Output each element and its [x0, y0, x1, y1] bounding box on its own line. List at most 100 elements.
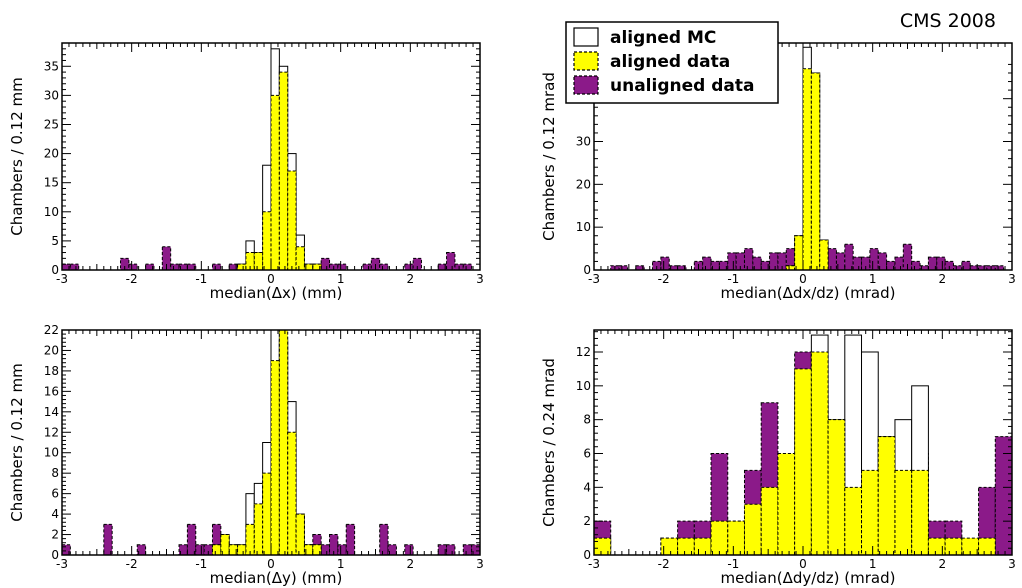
- aligned-data-bar: [794, 368, 812, 555]
- unaligned-data-bar: [994, 265, 1005, 270]
- unaligned-data-bar: [446, 252, 456, 270]
- y-tick-label: 20: [44, 343, 59, 357]
- unaligned-data-bar: [677, 265, 687, 270]
- unaligned-data-bar: [911, 260, 921, 270]
- y-tick-label: 2: [51, 528, 59, 542]
- x-tick-label: 2: [407, 557, 415, 571]
- y-tick-label: 6: [51, 487, 59, 501]
- unaligned-data-bar: [161, 246, 172, 270]
- aligned-data-bar: [253, 252, 264, 270]
- x-tick-label: -2: [126, 557, 138, 571]
- aligned-data-bar: [303, 544, 314, 555]
- y-tick-label: 2: [583, 514, 591, 528]
- y-tick-label: 30: [44, 88, 59, 102]
- unaligned-data-bar: [120, 257, 130, 270]
- x-tick-label: 3: [476, 272, 484, 286]
- y-tick-label: 16: [44, 384, 59, 398]
- x-tick-label: 1: [869, 557, 877, 571]
- x-axis-title: median(Δx) (mm): [210, 284, 343, 302]
- legend-box: [565, 21, 779, 104]
- unaligned-data-bar: [936, 256, 946, 270]
- aligned-data-bar: [237, 544, 247, 555]
- aligned-data-bar: [794, 235, 804, 270]
- y-axis-title: Chambers / 0.12 mm: [8, 363, 26, 522]
- x-tick-label: -1: [727, 557, 739, 571]
- legend-swatch: [573, 27, 599, 47]
- unaligned-data-bar: [471, 544, 480, 555]
- x-tick-label: 1: [337, 557, 345, 571]
- x-tick-label: 2: [939, 272, 947, 286]
- aligned-data-bar: [743, 503, 762, 555]
- y-tick-label: 18: [44, 364, 59, 378]
- aligned-data-bar: [295, 513, 305, 555]
- aligned-data-bar: [262, 472, 272, 555]
- aligned-data-bar: [819, 239, 829, 270]
- plot-area: [62, 330, 480, 555]
- y-axis-title: Chambers / 0.12 mrad: [540, 72, 558, 241]
- unaligned-data-bar: [702, 256, 712, 270]
- unaligned-data-bar: [345, 523, 356, 555]
- aligned-data-bar: [312, 544, 322, 555]
- aligned-data-bar: [877, 436, 896, 555]
- aligned-data-bar: [278, 71, 289, 270]
- x-tick-label: 2: [939, 557, 947, 571]
- unaligned-data-bar: [743, 248, 754, 270]
- aligned-data-bar: [727, 520, 745, 555]
- panel-3: -3 -2 -1 0 1 2 30246810121416182022median(Δy) …: [8, 323, 484, 587]
- x-tick-label: 0: [799, 557, 807, 571]
- x-tick-label: -3: [56, 272, 68, 286]
- legend-swatch: [573, 51, 599, 71]
- aligned-data-bar: [228, 544, 239, 555]
- unaligned-data-bar: [727, 252, 737, 270]
- unaligned-data-bar: [462, 263, 473, 270]
- unaligned-data-bar: [211, 263, 222, 270]
- y-tick-label: 0: [583, 263, 591, 277]
- unaligned-data-bar: [136, 544, 147, 555]
- aligned-data-bar: [262, 211, 272, 270]
- unaligned-data-bar: [869, 248, 879, 270]
- unaligned-data-bar: [387, 544, 397, 555]
- aligned-data-bar: [253, 503, 264, 555]
- aligned-data-bar: [287, 431, 297, 555]
- plot-area: [610, 46, 1005, 270]
- y-tick-label: 10: [44, 446, 59, 460]
- y-tick-label: 12: [44, 425, 59, 439]
- x-tick-label: -2: [658, 272, 670, 286]
- aligned-data-bar: [777, 453, 796, 555]
- x-tick-label: -1: [195, 557, 207, 571]
- y-tick-label: 35: [44, 59, 59, 73]
- y-tick-label: 25: [44, 117, 59, 131]
- aligned-data-bar: [270, 94, 280, 270]
- x-tick-label: 3: [1008, 557, 1016, 571]
- y-axis-title: Chambers / 0.12 mm: [8, 77, 26, 236]
- legend-label: aligned data: [610, 52, 730, 72]
- plot-area: [62, 48, 473, 270]
- y-tick-label: 8: [583, 413, 591, 427]
- y-tick-label: 0: [51, 263, 59, 277]
- x-tick-label: -1: [727, 272, 739, 286]
- x-tick-label: 0: [799, 272, 807, 286]
- x-tick-label: -2: [658, 557, 670, 571]
- aligned-data-bar: [270, 360, 280, 555]
- legend-label: aligned MC: [610, 28, 716, 48]
- y-tick-label: 20: [576, 177, 591, 191]
- aligned-data-bar: [861, 469, 879, 555]
- aligned-data-bar: [827, 419, 846, 555]
- aligned-data-bar: [978, 537, 996, 555]
- unaligned-data-bar: [785, 248, 796, 270]
- unaligned-data-bar: [170, 263, 180, 270]
- y-tick-label: 0: [583, 548, 591, 562]
- aligned-data-bar: [677, 537, 695, 555]
- y-tick-label: 10: [576, 379, 591, 393]
- x-tick-label: 1: [337, 272, 345, 286]
- unaligned-data-bar: [660, 256, 670, 270]
- y-tick-label: 6: [583, 446, 591, 460]
- y-tick-label: 0: [51, 548, 59, 562]
- y-tick-label: 12: [576, 345, 591, 359]
- aligned-data-bar: [810, 351, 829, 555]
- x-axis-title: median(Δy) (mm): [210, 569, 343, 587]
- unaligned-data-bar: [203, 544, 213, 555]
- unaligned-data-bar: [618, 265, 628, 270]
- unaligned-data-bar: [404, 544, 414, 555]
